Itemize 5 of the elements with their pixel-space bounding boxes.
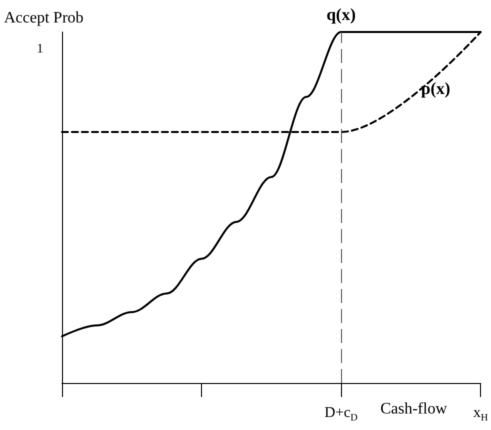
series-label: q(x) — [326, 5, 356, 24]
text: 1 — [36, 40, 44, 56]
y-axis-title: Accept Prob — [4, 10, 84, 26]
x-axis-title: Cash-flow — [380, 400, 448, 418]
series-label: p(x) — [421, 79, 450, 98]
